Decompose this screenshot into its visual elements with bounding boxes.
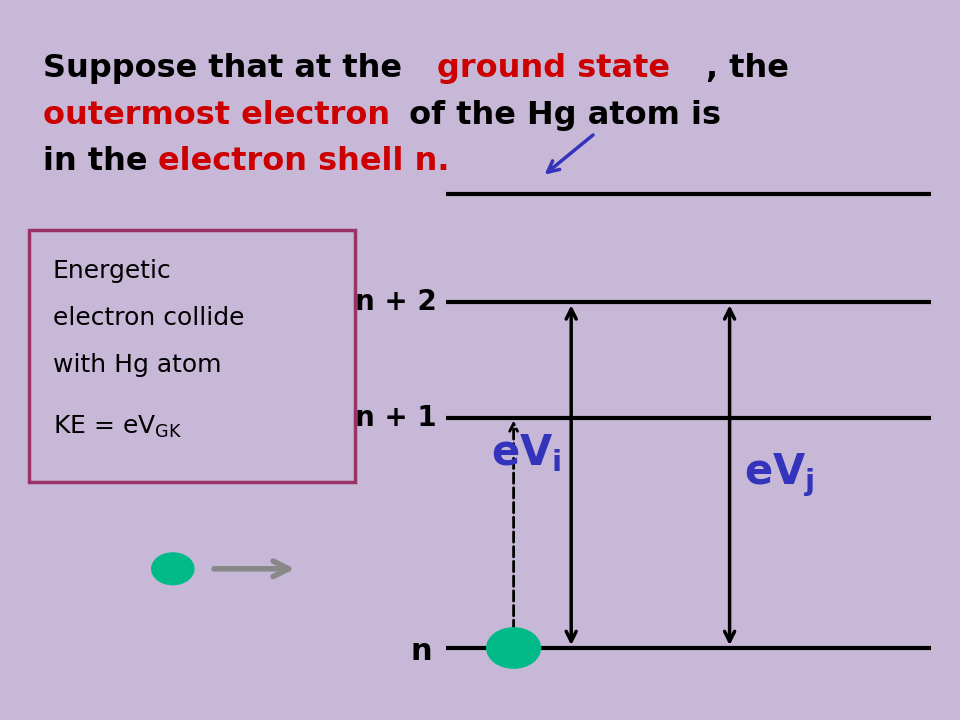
Text: electron shell n.: electron shell n. xyxy=(158,146,450,178)
Text: n + 2: n + 2 xyxy=(355,289,437,316)
Circle shape xyxy=(487,628,540,668)
Text: ground state: ground state xyxy=(437,53,670,84)
Text: , the: , the xyxy=(706,53,788,84)
Circle shape xyxy=(152,553,194,585)
Bar xyxy=(29,230,355,482)
Text: outermost electron: outermost electron xyxy=(43,99,391,131)
Text: in the: in the xyxy=(43,146,158,178)
Text: of the Hg atom is: of the Hg atom is xyxy=(398,99,721,131)
Text: Energetic: Energetic xyxy=(53,259,172,283)
Text: n: n xyxy=(410,637,432,666)
Text: electron collide: electron collide xyxy=(53,306,244,330)
Text: KE = eV$_{\mathsf{GK}}$: KE = eV$_{\mathsf{GK}}$ xyxy=(53,413,182,440)
Text: $\mathbf{eV_i}$: $\mathbf{eV_i}$ xyxy=(492,433,562,474)
Text: with Hg atom: with Hg atom xyxy=(53,353,222,377)
Text: Suppose that at the: Suppose that at the xyxy=(43,53,414,84)
Text: n + 1: n + 1 xyxy=(355,404,437,431)
Text: $\mathbf{eV_j}$: $\mathbf{eV_j}$ xyxy=(744,451,814,499)
